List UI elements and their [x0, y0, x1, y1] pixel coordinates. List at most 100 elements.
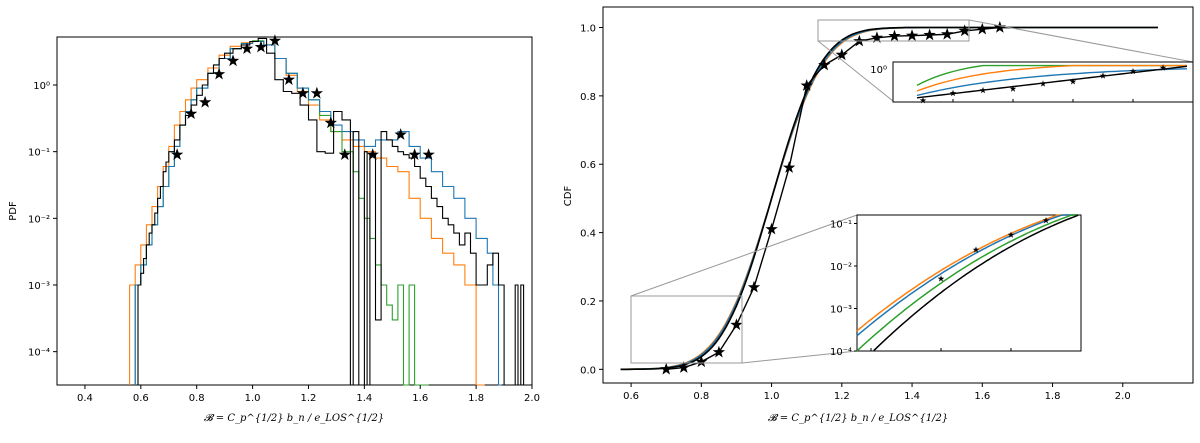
pdf-series-group	[129, 37, 527, 386]
cdf-star-marker	[800, 79, 813, 91]
pdf-star-marker	[422, 148, 435, 160]
inset-upper-star	[949, 89, 957, 97]
pdf-star-marker	[268, 34, 282, 47]
cdf-star-marker	[905, 29, 919, 41]
inset-upper-star	[1039, 80, 1047, 87]
cdf-star-marker	[730, 318, 743, 331]
cdf-star-marker	[923, 28, 936, 41]
pdf-star-marker	[324, 116, 337, 129]
cdf-star-marker	[677, 361, 690, 373]
cdf-xtick-label: 1.6	[974, 391, 990, 402]
pdf-series-orange	[129, 40, 485, 386]
cdf-zoom-box-upper	[817, 19, 970, 42]
cdf-star-marker	[818, 58, 831, 71]
pdf-xtick-label: 1.4	[356, 393, 372, 404]
pdf-star-marker	[338, 148, 351, 160]
cdf-connector-upper-a	[968, 19, 1194, 63]
cdf-star-marker	[870, 31, 884, 43]
inset-lower-star	[1042, 217, 1050, 224]
pdf-stars-group	[171, 34, 435, 160]
cdf-xtick-label: 2.0	[1115, 391, 1131, 402]
pdf-series-green	[134, 40, 429, 386]
cdf-star-marker	[747, 280, 761, 293]
cdf-ytick-label: 0.6	[580, 160, 596, 171]
pdf-xtick-label: 0.4	[77, 393, 93, 404]
pdf-y-ticks: 10⁻⁴ 10⁻³ 10⁻² 10⁻¹ 10⁰	[28, 81, 57, 359]
cdf-xtick-label: 1.0	[764, 391, 780, 402]
cdf-ytick-label: 0.2	[580, 297, 596, 308]
cdf-panel: 0.6 0.8 1.0 1.2 1.4 1.6 1.8 2.0 0.0 0.2 0.4 0.6 0.8…	[563, 6, 1194, 424]
pdf-xtick-label: 2.0	[524, 393, 540, 404]
inset-upper-star	[1159, 64, 1167, 71]
pdf-star-marker	[198, 95, 212, 108]
inset-upper-curve-orange	[916, 64, 1187, 92]
cdf-y-ticks: 0.0 0.2 0.4 0.6 0.8 1.0	[580, 24, 603, 376]
cdf-ylabel: CDF	[563, 186, 574, 207]
cdf-xlabel: 𝓑 = C_p^{1/2} b_n / e_LOS^{1/2}	[768, 413, 948, 424]
pdf-series-blue	[134, 40, 502, 386]
pdf-star-marker	[282, 73, 296, 85]
cdf-inset-lower	[856, 214, 1082, 352]
cdf-inset-lower-curves	[856, 214, 1082, 352]
inset-upper-star	[1129, 68, 1137, 75]
pdf-xlabel: 𝓑 = C_p^{1/2} b_n / e_LOS^{1/2}	[204, 413, 384, 424]
inset-lower-star	[1007, 231, 1015, 238]
cdf-x-ticks: 0.6 0.8 1.0 1.2 1.4 1.6 1.8 2.0	[623, 383, 1131, 402]
cdf-xtick-label: 1.4	[904, 391, 920, 402]
cdf-connector-upper-b	[817, 40, 894, 102]
cdf-inset-upper-ytick: 10⁰	[870, 65, 887, 76]
pdf-star-marker	[310, 86, 323, 99]
cdf-star-marker	[976, 22, 989, 35]
inset-lower-curve-green	[856, 214, 1079, 352]
inset-upper-curve-black	[916, 65, 1188, 99]
pdf-star-marker	[254, 40, 268, 53]
pdf-star-marker	[226, 54, 240, 67]
inset-lower-star	[937, 275, 945, 282]
pdf-panel: 0.4 0.6 0.8 1.0 1.2 1.4 1.6 1.8 2.0 10⁻⁴ 10⁻³ 10⁻²…	[8, 34, 540, 424]
inset-upper-curve-blue	[916, 68, 1188, 97]
cdf-connector-lower-a	[630, 214, 858, 297]
cdf-inset-lower-yticks: 10⁻¹ 10⁻² 10⁻³ 10⁻⁴	[830, 220, 857, 358]
cdf-star-marker	[712, 345, 726, 358]
pdf-ytick-label: 10⁰	[33, 81, 50, 92]
cdf-ytick-label: 0.4	[580, 229, 596, 240]
inset-lower-ytick-label: 10⁻³	[830, 305, 852, 316]
cdf-inset-upper-curves	[916, 64, 1188, 104]
inset-upper-star	[1069, 78, 1077, 85]
pdf-ytick-label: 10⁻¹	[28, 148, 50, 159]
pdf-xtick-label: 1.2	[301, 393, 317, 404]
inset-upper-star	[919, 97, 927, 104]
pdf-ytick-label: 10⁻²	[28, 214, 50, 225]
cdf-curve-black	[620, 26, 1158, 371]
cdf-star-marker	[835, 48, 848, 61]
pdf-xtick-label: 1.0	[245, 393, 261, 404]
inset-upper-star	[979, 86, 987, 94]
pdf-star-marker	[184, 107, 198, 119]
inset-lower-ytick-label: 10⁻⁴	[830, 347, 852, 358]
inset-lower-curve-orange	[856, 214, 1079, 332]
cdf-ytick-label: 1.0	[580, 24, 596, 35]
pdf-ylabel: PDF	[8, 201, 19, 221]
pdf-xtick-label: 0.8	[189, 393, 205, 404]
pdf-ytick-label: 10⁻³	[28, 281, 50, 292]
pdf-star-marker	[296, 86, 310, 99]
cdf-ytick-label: 0.8	[580, 92, 596, 103]
cdf-xtick-label: 1.8	[1045, 391, 1061, 402]
pdf-star-marker	[408, 148, 421, 160]
cdf-xtick-label: 0.8	[693, 391, 709, 402]
pdf-xtick-label: 1.6	[412, 393, 428, 404]
cdf-xtick-label: 1.2	[834, 391, 850, 402]
pdf-xtick-label: 1.8	[468, 393, 484, 404]
cdf-xtick-label: 0.6	[623, 391, 639, 402]
cdf-axes-frame	[602, 6, 1194, 384]
cdf-star-marker	[660, 362, 673, 375]
inset-lower-ytick-label: 10⁻¹	[830, 220, 852, 231]
cdf-star-marker	[695, 355, 708, 368]
inset-lower-curve-blue	[856, 214, 1079, 337]
inset-upper-star	[1099, 72, 1107, 79]
pdf-star-marker	[366, 148, 379, 160]
pdf-series-black	[137, 37, 527, 386]
inset-upper-star	[1009, 85, 1017, 92]
cdf-ytick-label: 0.0	[580, 365, 596, 376]
